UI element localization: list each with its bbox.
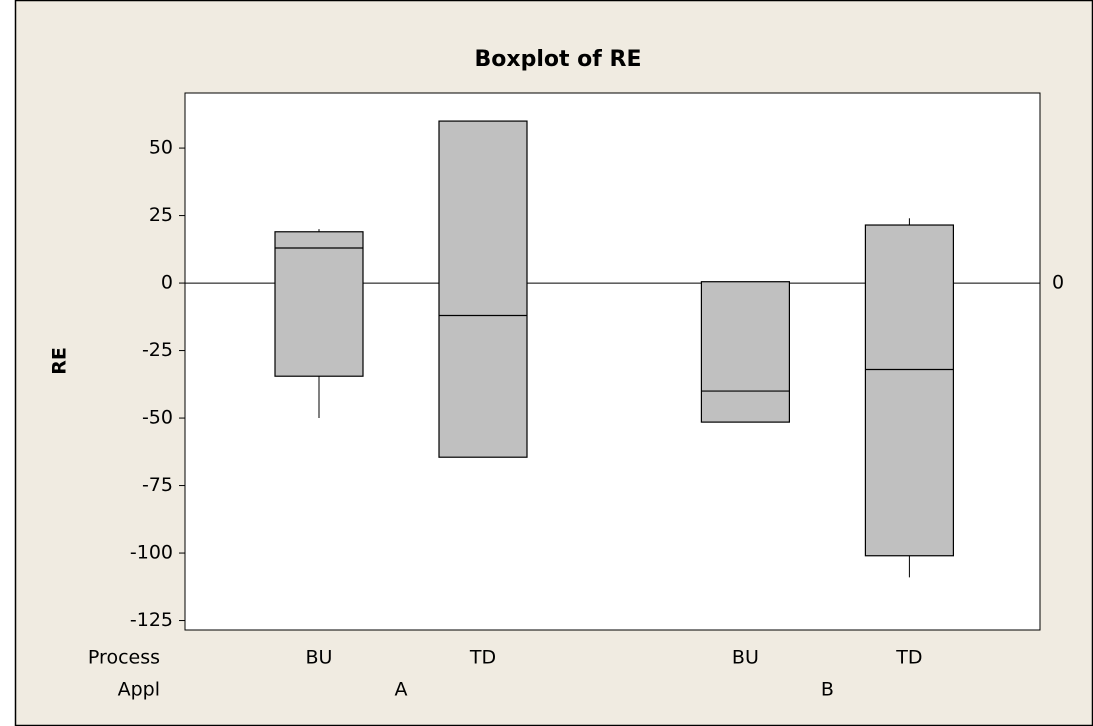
group-label: B [821,679,834,701]
box [438,120,528,458]
y-tick-label: -25 [142,339,173,361]
x-tick-label: TD [895,647,922,669]
x-tick-label: BU [306,647,333,669]
y-tick-label: 0 [161,272,173,294]
y-tick-label: -75 [142,474,173,496]
y-tick-label: 50 [149,137,173,159]
chart-title: Boxplot of RE [475,47,642,72]
y-tick-label: -125 [130,609,173,631]
y-tick-label: 25 [149,204,173,226]
box [864,224,955,557]
y-axis-label: RE [49,347,71,375]
group-label: A [395,679,408,701]
reference-label: 0 [1052,272,1064,294]
x-level-label: Process [88,647,160,669]
box [700,281,791,423]
y-tick-label: -50 [142,407,173,429]
box [274,231,364,377]
x-tick-label: BU [732,647,759,669]
y-tick-label: -100 [130,542,173,564]
x-level-label: Appl [118,679,160,701]
x-tick-label: TD [469,647,496,669]
